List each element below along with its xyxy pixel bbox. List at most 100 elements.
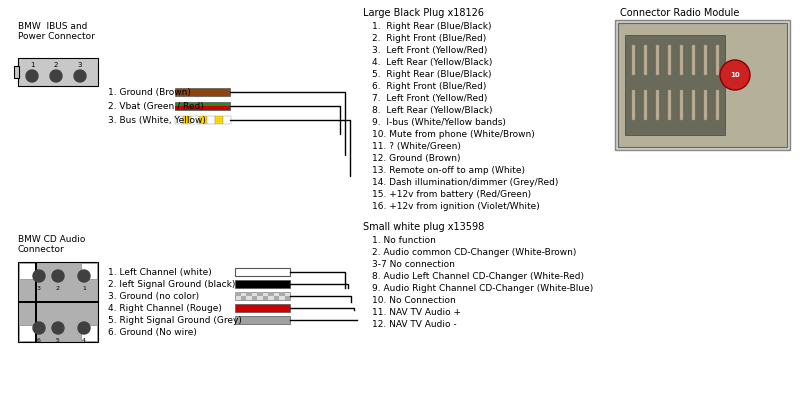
Circle shape	[78, 322, 90, 334]
Bar	[285, 296, 290, 300]
Text: 12. NAV TV Audio -: 12. NAV TV Audio -	[372, 320, 457, 329]
Bar	[274, 296, 279, 300]
Text: 3. Bus (White, Yellow): 3. Bus (White, Yellow)	[108, 115, 206, 125]
Text: 3: 3	[37, 286, 41, 291]
Text: 13. Remote on-off to amp (White): 13. Remote on-off to amp (White)	[372, 166, 525, 175]
Text: 3-7 No connection: 3-7 No connection	[372, 260, 455, 269]
Bar	[618, 23, 787, 147]
Text: 2.  Right Front (Blue/Red): 2. Right Front (Blue/Red)	[372, 34, 486, 43]
Bar	[81, 263, 97, 279]
Text: 12. Ground (Brown): 12. Ground (Brown)	[372, 154, 461, 163]
Bar	[235, 304, 290, 312]
Text: 9.  I-bus (White/Yellow bands): 9. I-bus (White/Yellow bands)	[372, 118, 506, 127]
Text: 1. Left Channel (white): 1. Left Channel (white)	[108, 268, 212, 277]
Bar	[235, 292, 241, 296]
Text: 10: 10	[730, 72, 740, 78]
Text: BMW CD Audio
Connector: BMW CD Audio Connector	[18, 235, 86, 255]
Text: 6.  Right Front (Blue/Red): 6. Right Front (Blue/Red)	[372, 82, 486, 91]
Bar	[262, 296, 268, 300]
Circle shape	[52, 270, 64, 282]
Text: 5. Right Signal Ground (Grey): 5. Right Signal Ground (Grey)	[108, 316, 242, 325]
Text: 1. No function: 1. No function	[372, 236, 436, 245]
Text: BMW  IBUS and
Power Connector: BMW IBUS and Power Connector	[18, 22, 95, 41]
Bar	[251, 296, 257, 300]
Bar	[175, 102, 230, 110]
Text: 1.  Right Rear (Blue/Black): 1. Right Rear (Blue/Black)	[372, 22, 491, 31]
Text: Large Black Plug x18126: Large Black Plug x18126	[363, 8, 484, 18]
Text: 14. Dash illumination/dimmer (Grey/Red): 14. Dash illumination/dimmer (Grey/Red)	[372, 178, 558, 187]
Text: 8. Audio Left Channel CD-Changer (White-Red): 8. Audio Left Channel CD-Changer (White-…	[372, 272, 584, 281]
Text: 3: 3	[78, 62, 82, 68]
Bar	[615, 20, 790, 150]
Bar	[215, 116, 223, 124]
Bar	[625, 35, 725, 135]
Text: 3.  Left Front (Yellow/Red): 3. Left Front (Yellow/Red)	[372, 46, 487, 55]
Bar	[207, 116, 215, 124]
Bar	[235, 292, 290, 300]
Bar	[716, 90, 719, 120]
Bar	[656, 90, 659, 120]
Text: 4: 4	[82, 338, 86, 343]
Text: 11. NAV TV Audio +: 11. NAV TV Audio +	[372, 308, 461, 317]
Bar	[183, 116, 191, 124]
Text: 7.  Left Front (Yellow/Red): 7. Left Front (Yellow/Red)	[372, 94, 487, 103]
Bar	[704, 45, 707, 75]
Circle shape	[33, 270, 45, 282]
Text: Small white plug x13598: Small white plug x13598	[363, 222, 484, 232]
Text: 2. left Signal Ground (black): 2. left Signal Ground (black)	[108, 280, 235, 289]
Bar	[14, 66, 19, 78]
Text: 2: 2	[54, 62, 58, 68]
Circle shape	[78, 270, 90, 282]
Bar	[235, 316, 290, 324]
Circle shape	[720, 60, 750, 90]
Text: 1: 1	[30, 62, 34, 68]
Text: 6. Ground (No wire): 6. Ground (No wire)	[108, 328, 197, 337]
Circle shape	[74, 70, 86, 82]
Text: 16. +12v from ignition (Violet/White): 16. +12v from ignition (Violet/White)	[372, 202, 540, 211]
Bar	[257, 292, 262, 296]
Bar	[644, 90, 647, 120]
Bar	[18, 58, 98, 86]
Bar	[268, 292, 274, 296]
Bar	[191, 116, 199, 124]
Text: 2: 2	[56, 286, 60, 291]
Text: 4.  Left Rear (Yellow/Black): 4. Left Rear (Yellow/Black)	[372, 58, 492, 67]
Text: 4. Right Channel (Rouge): 4. Right Channel (Rouge)	[108, 304, 222, 313]
Bar	[644, 45, 647, 75]
Text: 1. Ground (Brown): 1. Ground (Brown)	[108, 87, 191, 97]
Text: 8.  Left Rear (Yellow/Black): 8. Left Rear (Yellow/Black)	[372, 106, 493, 115]
Circle shape	[50, 70, 62, 82]
Bar	[18, 262, 98, 342]
Bar	[279, 292, 285, 296]
Text: 2. Vbat (Green / Red): 2. Vbat (Green / Red)	[108, 102, 204, 110]
Bar	[632, 45, 635, 75]
Text: 15. +12v from battery (Red/Green): 15. +12v from battery (Red/Green)	[372, 190, 531, 199]
Bar	[668, 90, 671, 120]
Bar	[175, 116, 183, 124]
Text: 1: 1	[82, 286, 86, 291]
Bar	[692, 90, 695, 120]
Text: 6: 6	[37, 338, 41, 343]
Circle shape	[26, 70, 38, 82]
Bar	[199, 116, 207, 124]
Bar	[81, 325, 97, 341]
Text: 11. ? (White/Green): 11. ? (White/Green)	[372, 142, 461, 151]
Bar	[692, 45, 695, 75]
Bar	[680, 45, 683, 75]
Text: 5.  Right Rear (Blue/Black): 5. Right Rear (Blue/Black)	[372, 70, 491, 79]
Text: 10. Mute from phone (White/Brown): 10. Mute from phone (White/Brown)	[372, 130, 534, 139]
Circle shape	[33, 322, 45, 334]
Bar	[175, 88, 230, 96]
Bar	[19, 325, 35, 341]
Bar	[175, 106, 230, 110]
Text: 3. Ground (no color): 3. Ground (no color)	[108, 292, 199, 301]
Bar	[656, 45, 659, 75]
Bar	[246, 292, 251, 296]
Bar	[668, 45, 671, 75]
Bar	[18, 301, 98, 303]
Bar	[19, 263, 35, 279]
Bar	[235, 280, 290, 288]
Text: 10. No Connection: 10. No Connection	[372, 296, 456, 305]
Bar	[223, 116, 231, 124]
Bar	[241, 296, 246, 300]
